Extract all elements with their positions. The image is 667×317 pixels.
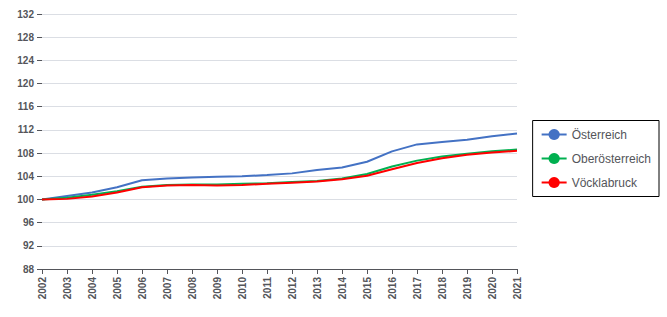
svg-text:2006: 2006 [137, 277, 148, 300]
svg-text:128: 128 [17, 32, 34, 43]
svg-text:116: 116 [18, 101, 35, 112]
svg-text:Österreich: Österreich [572, 128, 627, 142]
svg-text:2014: 2014 [337, 277, 348, 300]
svg-text:2016: 2016 [387, 277, 398, 300]
svg-text:2019: 2019 [462, 277, 473, 300]
svg-text:132: 132 [17, 9, 34, 20]
svg-text:2021: 2021 [512, 277, 523, 300]
svg-text:92: 92 [23, 240, 35, 251]
svg-text:2003: 2003 [62, 277, 73, 300]
svg-text:2020: 2020 [487, 277, 498, 300]
svg-text:2009: 2009 [212, 277, 223, 300]
svg-text:2007: 2007 [162, 277, 173, 300]
svg-text:108: 108 [17, 148, 34, 159]
svg-text:2013: 2013 [312, 277, 323, 300]
svg-text:2011: 2011 [262, 277, 273, 299]
svg-text:2018: 2018 [437, 277, 448, 300]
svg-text:100: 100 [17, 194, 34, 205]
svg-text:88: 88 [23, 264, 35, 275]
svg-text:2004: 2004 [87, 277, 98, 300]
svg-text:124: 124 [17, 55, 34, 66]
svg-text:2002: 2002 [37, 277, 48, 300]
svg-text:2005: 2005 [112, 277, 123, 300]
svg-text:2008: 2008 [187, 277, 198, 300]
svg-text:2012: 2012 [287, 277, 298, 300]
svg-text:104: 104 [17, 171, 34, 182]
svg-text:Vöcklabruck: Vöcklabruck [572, 176, 638, 190]
svg-text:2010: 2010 [237, 277, 248, 300]
svg-text:2015: 2015 [362, 277, 373, 300]
svg-text:96: 96 [23, 217, 35, 228]
svg-text:112: 112 [18, 124, 35, 135]
svg-text:Oberösterreich: Oberösterreich [572, 152, 651, 166]
svg-text:2017: 2017 [412, 277, 423, 300]
svg-text:120: 120 [17, 78, 34, 89]
